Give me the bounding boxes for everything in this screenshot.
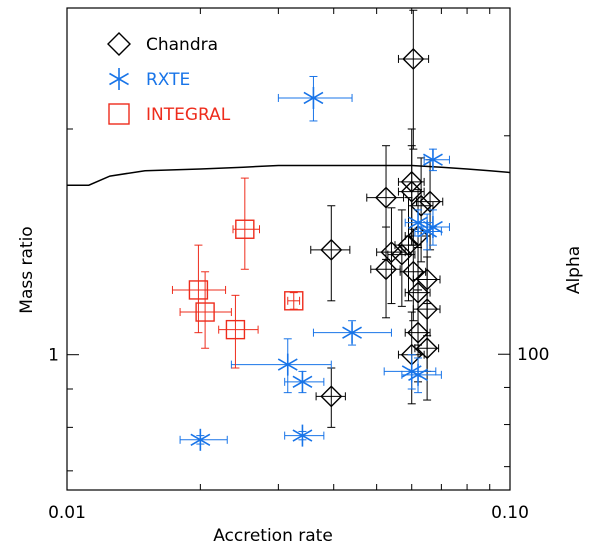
diamond-marker [410, 194, 433, 217]
data-point [218, 294, 259, 369]
data-point [277, 75, 353, 122]
data-point [284, 291, 304, 311]
series-integral [171, 177, 304, 369]
asterisk-stroke [423, 153, 443, 166]
asterisk-marker [303, 86, 324, 109]
asterisk-marker [342, 321, 362, 344]
x-tick-label: 0.01 [48, 503, 86, 523]
legend-item-chandra: Chandra [107, 32, 218, 56]
diamond-marker [402, 47, 425, 70]
asterisk-stroke [303, 91, 324, 105]
asterisk-marker [277, 353, 298, 376]
legend-item-integral: INTEGRAL [108, 103, 231, 125]
diamond-marker [416, 337, 439, 360]
square-marker [284, 291, 304, 311]
x-axis-title: Accretion rate [213, 526, 333, 546]
y-tick-label: 1 [48, 346, 59, 366]
legend-diamond-marker [107, 32, 131, 56]
asterisk-stroke [408, 216, 428, 229]
asterisk-stroke [408, 368, 428, 382]
data-point [383, 354, 437, 390]
legend-asterisk-marker [109, 68, 129, 90]
alpha-curve [67, 164, 511, 186]
data-point [397, 9, 430, 150]
asterisk-stroke [342, 326, 362, 339]
data-point [370, 226, 401, 319]
y2-axis-title: Alpha [564, 246, 584, 294]
data-point [312, 320, 392, 346]
data-point [401, 357, 442, 394]
data-point [310, 205, 351, 302]
diamond-marker [320, 385, 343, 408]
diamond-marker [400, 180, 423, 203]
diamond-marker [320, 238, 343, 261]
data-point [179, 271, 232, 349]
square-marker [235, 219, 255, 239]
data-point [404, 209, 434, 237]
plot-frame [66, 7, 511, 491]
diamond-marker [397, 234, 420, 257]
diamond-marker [375, 186, 398, 209]
legend-label: Chandra [146, 35, 218, 55]
square-marker [195, 302, 215, 322]
diamond-marker [375, 258, 398, 281]
asterisk-marker [423, 148, 443, 171]
data-point [230, 338, 332, 394]
data-point [414, 213, 442, 251]
legend: Chandra RXTE INTEGRAL [107, 32, 231, 125]
data-point [366, 145, 405, 260]
series-rxte [179, 75, 450, 451]
asterisk-marker [292, 370, 313, 393]
asterisk-stroke [292, 375, 313, 389]
asterisk-marker [190, 428, 211, 451]
data-points [171, 9, 450, 451]
asterisk-marker [292, 424, 313, 447]
data-point [315, 367, 346, 428]
asterisk-marker [408, 363, 428, 386]
square-marker [188, 280, 209, 300]
y2-tick-label: 100 [517, 345, 549, 365]
legend-square-marker [108, 103, 130, 125]
diamond-marker [419, 190, 442, 213]
asterisk-stroke [417, 225, 438, 238]
data-point [179, 428, 228, 451]
asterisk-marker [408, 211, 428, 234]
data-point [414, 303, 440, 401]
alpha-curve-line [67, 164, 511, 186]
asterisk-stroke [277, 358, 298, 371]
y-axis-title: Mass ratio [17, 226, 37, 313]
data-point [284, 370, 325, 394]
x-tick-label: 0.10 [491, 503, 529, 523]
legend-label: RXTE [146, 70, 190, 90]
asterisk-stroke [292, 429, 313, 442]
series-chandra [310, 9, 444, 428]
data-point [232, 177, 261, 270]
asterisk-stroke [190, 433, 211, 446]
square-marker [225, 319, 246, 340]
axes: 0.01 0.10 1 100 [48, 7, 549, 523]
data-point [171, 244, 227, 334]
data-point [376, 207, 406, 305]
legend-item-rxte: RXTE [109, 68, 190, 90]
legend-label: INTEGRAL [146, 105, 231, 125]
data-point [423, 148, 450, 172]
asterisk-stroke [109, 72, 129, 86]
asterisk-marker [417, 220, 438, 243]
data-point [284, 424, 325, 447]
